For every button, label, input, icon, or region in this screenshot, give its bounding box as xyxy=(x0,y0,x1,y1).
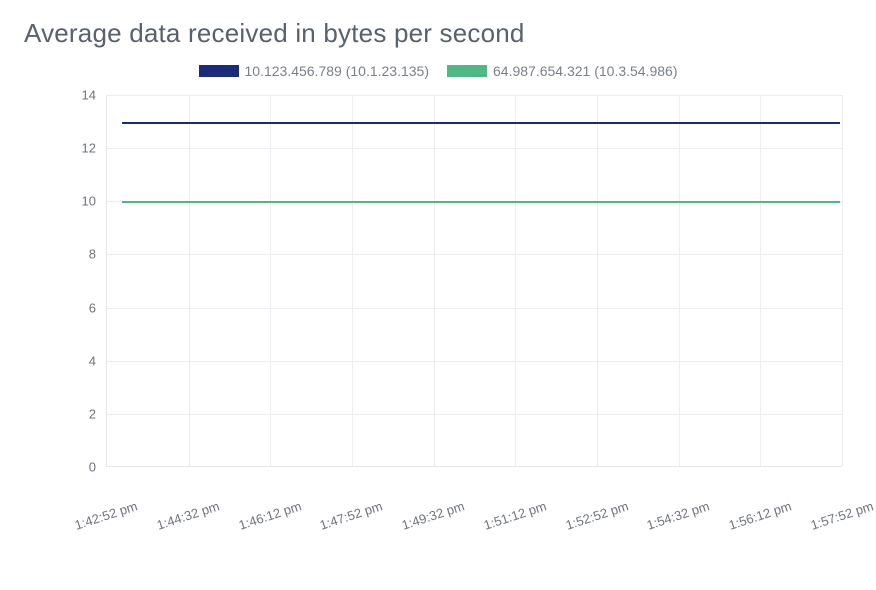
xtick-label-6: 1:52:52 pm xyxy=(563,498,629,532)
legend-label-0: 10.123.456.789 (10.1.23.135) xyxy=(245,63,430,79)
xtick-label-4: 1:49:32 pm xyxy=(400,498,466,532)
legend-swatch-0 xyxy=(199,65,239,77)
xtick-label-0: 1:42:52 pm xyxy=(73,498,139,532)
vgrid-2 xyxy=(270,95,271,466)
xtick-label-7: 1:54:32 pm xyxy=(645,498,711,532)
series-line-1 xyxy=(122,201,840,203)
chart-container: Average data received in bytes per secon… xyxy=(0,0,876,590)
legend-item-0[interactable]: 10.123.456.789 (10.1.23.135) xyxy=(199,63,430,79)
chart-plot-zone: 0 2 4 6 8 10 12 14 1:42:52 pm 1:44:32 pm 1:46:12 p… xyxy=(24,85,852,545)
hgrid-12 xyxy=(107,148,842,149)
ytick-label-5: 10 xyxy=(24,194,96,209)
vgrid-9 xyxy=(842,95,843,466)
ytick-label-7: 14 xyxy=(24,88,96,103)
series-line-0 xyxy=(122,122,840,124)
vgrid-1 xyxy=(189,95,190,466)
xtick-label-1: 1:44:32 pm xyxy=(155,498,221,532)
ytick-label-3: 6 xyxy=(24,300,96,315)
ytick-label-0: 0 xyxy=(24,460,96,475)
legend: 10.123.456.789 (10.1.23.135) 64.987.654.… xyxy=(24,63,852,79)
ytick-label-4: 8 xyxy=(24,247,96,262)
ytick-label-6: 12 xyxy=(24,141,96,156)
ytick-label-1: 2 xyxy=(24,406,96,421)
xtick-label-5: 1:51:12 pm xyxy=(482,498,548,532)
xtick-label-3: 1:47:52 pm xyxy=(318,498,384,532)
vgrid-3 xyxy=(352,95,353,466)
hgrid-6 xyxy=(107,308,842,309)
chart-title: Average data received in bytes per secon… xyxy=(24,18,852,49)
hgrid-8 xyxy=(107,254,842,255)
xtick-label-8: 1:56:12 pm xyxy=(727,498,793,532)
legend-label-1: 64.987.654.321 (10.3.54.986) xyxy=(493,63,678,79)
vgrid-5 xyxy=(515,95,516,466)
vgrid-6 xyxy=(597,95,598,466)
vgrid-4 xyxy=(434,95,435,466)
hgrid-2 xyxy=(107,414,842,415)
vgrid-7 xyxy=(679,95,680,466)
legend-swatch-1 xyxy=(447,65,487,77)
legend-item-1[interactable]: 64.987.654.321 (10.3.54.986) xyxy=(447,63,678,79)
ytick-label-2: 4 xyxy=(24,353,96,368)
vgrid-8 xyxy=(760,95,761,466)
xtick-label-9: 1:57:52 pm xyxy=(809,498,875,532)
plot-area xyxy=(106,95,842,467)
hgrid-4 xyxy=(107,361,842,362)
hgrid-14 xyxy=(107,95,842,96)
xtick-label-2: 1:46:12 pm xyxy=(236,498,302,532)
